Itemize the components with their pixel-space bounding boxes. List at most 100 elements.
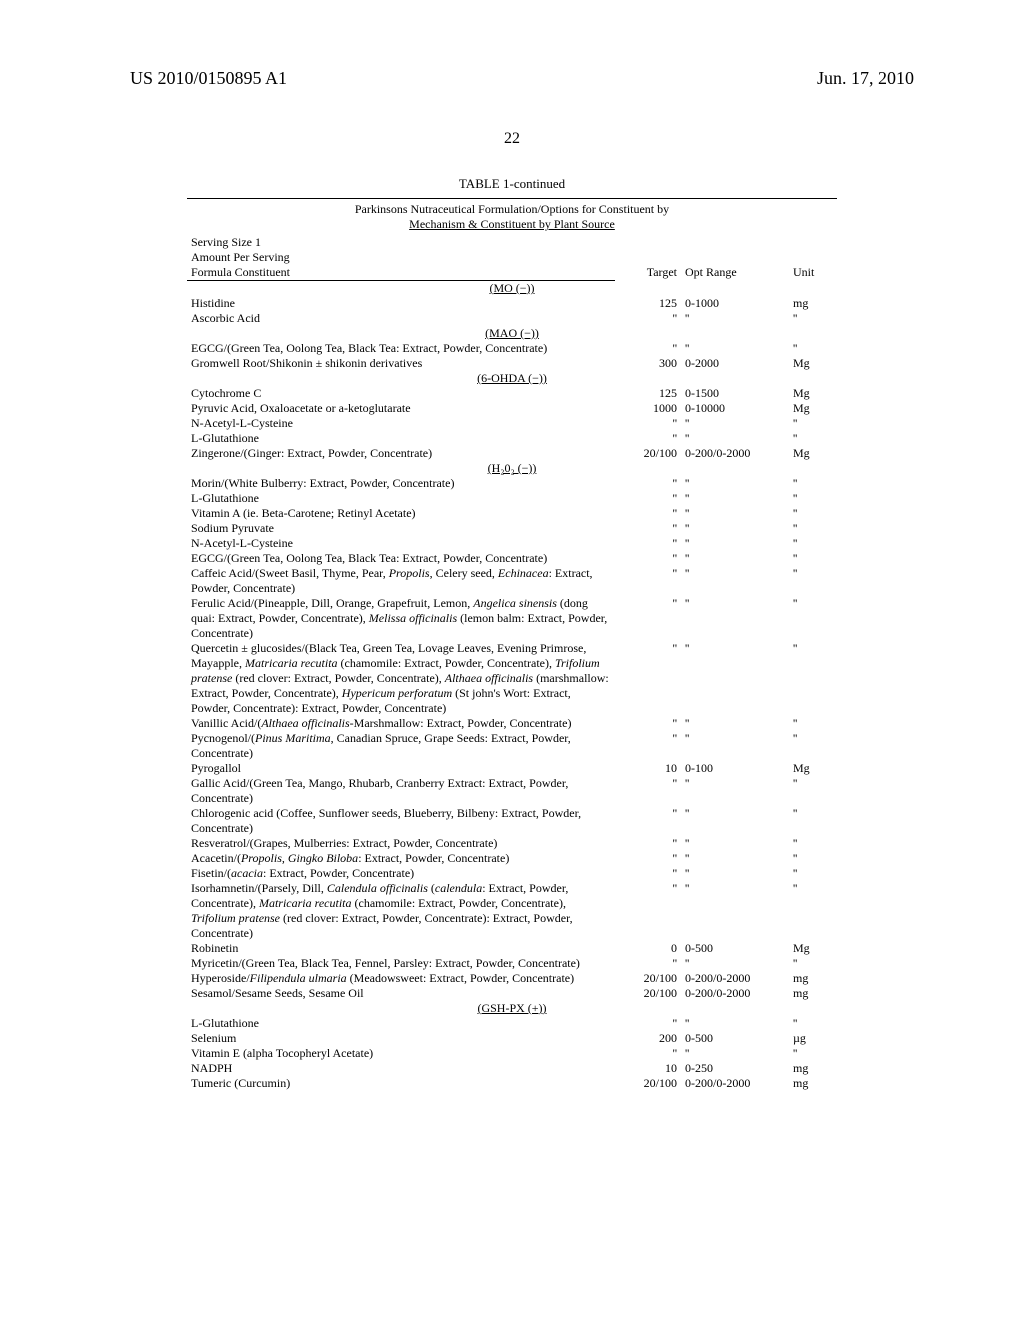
unit-cell: ''	[789, 866, 837, 881]
unit-cell: mg	[789, 1061, 837, 1076]
unit-cell: ''	[789, 491, 837, 506]
constituent-cell: Vanillic Acid/(Althaea officinalis-Marsh…	[187, 716, 615, 731]
range-cell: ''	[681, 836, 789, 851]
range-cell: ''	[681, 551, 789, 566]
target-cell: ''	[615, 836, 681, 851]
target-cell: 200	[615, 1031, 681, 1046]
constituent-cell: Ascorbic Acid	[187, 311, 615, 326]
range-cell: ''	[681, 1016, 789, 1031]
target-cell: ''	[615, 956, 681, 971]
constituent-cell: Selenium	[187, 1031, 615, 1046]
constituent-cell: EGCG/(Green Tea, Oolong Tea, Black Tea: …	[187, 551, 615, 566]
range-cell: ''	[681, 431, 789, 446]
col-unit: Unit	[789, 265, 837, 281]
constituent-cell: Cytochrome C	[187, 386, 615, 401]
mechanism-section-label: (MO (−))	[187, 281, 837, 297]
table-row: Pyrogallol100-100Mg	[187, 761, 837, 776]
target-cell: 125	[615, 296, 681, 311]
unit-cell: ''	[789, 716, 837, 731]
table-row: Morin/(White Bulberry: Extract, Powder, …	[187, 476, 837, 491]
table-row: Cytochrome C1250-1500Mg	[187, 386, 837, 401]
mechanism-section-label: (6-OHDA (−))	[187, 371, 837, 386]
publication-number: US 2010/0150895 A1	[130, 68, 287, 89]
table-row: Vanillic Acid/(Althaea officinalis-Marsh…	[187, 716, 837, 731]
target-cell: 10	[615, 1061, 681, 1076]
constituent-cell: Hyperoside/Filipendula ulmaria (Meadowsw…	[187, 971, 615, 986]
constituent-cell: Isorhamnetin/(Parsely, Dill, Calendula o…	[187, 881, 615, 941]
table-row: Pycnogenol/(Pinus Maritima, Canadian Spr…	[187, 731, 837, 761]
table-row: Tumeric (Curcumin)20/1000-200/0-2000mg	[187, 1076, 837, 1091]
table-row: Myricetin/(Green Tea, Black Tea, Fennel,…	[187, 956, 837, 971]
constituent-cell: L-Glutathione	[187, 431, 615, 446]
table-row: Zingerone/(Ginger: Extract, Powder, Conc…	[187, 446, 837, 461]
constituent-cell: Tumeric (Curcumin)	[187, 1076, 615, 1091]
constituent-cell: Sodium Pyruvate	[187, 521, 615, 536]
target-cell: ''	[615, 776, 681, 806]
range-cell: ''	[681, 596, 789, 641]
constituent-cell: N-Acetyl-L-Cysteine	[187, 416, 615, 431]
range-cell: ''	[681, 506, 789, 521]
table-title: TABLE 1-continued	[187, 176, 837, 192]
unit-cell: ''	[789, 776, 837, 806]
unit-cell: Mg	[789, 401, 837, 416]
target-cell: 300	[615, 356, 681, 371]
range-cell: ''	[681, 311, 789, 326]
constituent-cell: L-Glutathione	[187, 491, 615, 506]
target-cell: ''	[615, 416, 681, 431]
unit-cell: ''	[789, 881, 837, 941]
unit-cell: Mg	[789, 356, 837, 371]
range-cell: ''	[681, 776, 789, 806]
unit-cell: ''	[789, 641, 837, 716]
col-range: Opt Range	[681, 265, 789, 281]
target-cell: ''	[615, 431, 681, 446]
constituent-cell: Robinetin	[187, 941, 615, 956]
col-constituent: Formula Constituent	[187, 265, 615, 281]
range-cell: 0-250	[681, 1061, 789, 1076]
page-number: 22	[0, 130, 1024, 148]
range-cell: ''	[681, 341, 789, 356]
unit-cell: ''	[789, 476, 837, 491]
range-cell: ''	[681, 881, 789, 941]
table-row: Sodium Pyruvate''''''	[187, 521, 837, 536]
table-row: Gromwell Root/Shikonin ± shikonin deriva…	[187, 356, 837, 371]
col-target: Target	[615, 265, 681, 281]
constituent-cell: Acacetin/(Propolis, Gingko Biloba: Extra…	[187, 851, 615, 866]
table-row: Histidine1250-1000mg	[187, 296, 837, 311]
unit-cell: ''	[789, 836, 837, 851]
range-cell: ''	[681, 956, 789, 971]
range-cell: ''	[681, 416, 789, 431]
table-row: Selenium2000-500µg	[187, 1031, 837, 1046]
constituent-cell: Morin/(White Bulberry: Extract, Powder, …	[187, 476, 615, 491]
range-cell: 0-200/0-2000	[681, 986, 789, 1001]
target-cell: ''	[615, 716, 681, 731]
target-cell: ''	[615, 866, 681, 881]
unit-cell: ''	[789, 851, 837, 866]
table-row: Robinetin00-500Mg	[187, 941, 837, 956]
constituent-cell: Gromwell Root/Shikonin ± shikonin deriva…	[187, 356, 615, 371]
unit-cell: mg	[789, 986, 837, 1001]
table-row: N-Acetyl-L-Cysteine''''''	[187, 536, 837, 551]
table-row: Resveratrol/(Grapes, Mulberries: Extract…	[187, 836, 837, 851]
target-cell: ''	[615, 341, 681, 356]
table-row: EGCG/(Green Tea, Oolong Tea, Black Tea: …	[187, 551, 837, 566]
constituent-cell: Gallic Acid/(Green Tea, Mango, Rhubarb, …	[187, 776, 615, 806]
range-cell: ''	[681, 641, 789, 716]
range-cell: ''	[681, 476, 789, 491]
range-cell: 0-1500	[681, 386, 789, 401]
table-row: Vitamin E (alpha Tocopheryl Acetate)''''…	[187, 1046, 837, 1061]
target-cell: ''	[615, 506, 681, 521]
range-cell: 0-2000	[681, 356, 789, 371]
constituent-cell: NADPH	[187, 1061, 615, 1076]
unit-cell: ''	[789, 431, 837, 446]
range-cell: ''	[681, 1046, 789, 1061]
table-row: L-Glutathione''''''	[187, 491, 837, 506]
unit-cell: ''	[789, 956, 837, 971]
table-row: Pyruvic Acid, Oxaloacetate or a-ketoglut…	[187, 401, 837, 416]
unit-cell: ''	[789, 1016, 837, 1031]
range-cell: 0-10000	[681, 401, 789, 416]
range-cell: 0-100	[681, 761, 789, 776]
table-row: Sesamol/Sesame Seeds, Sesame Oil20/1000-…	[187, 986, 837, 1001]
target-cell: ''	[615, 851, 681, 866]
table-row: NADPH100-250mg	[187, 1061, 837, 1076]
patent-page: US 2010/0150895 A1 Jun. 17, 2010 22 TABL…	[0, 0, 1024, 1320]
